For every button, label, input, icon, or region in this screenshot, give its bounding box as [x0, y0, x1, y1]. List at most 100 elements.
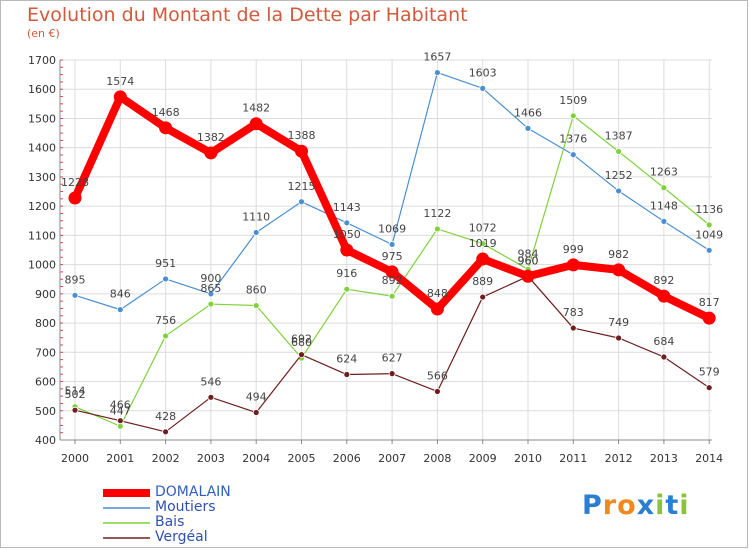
data-point [660, 353, 668, 361]
y-tick-label: 400 [35, 434, 56, 447]
data-point [612, 263, 626, 277]
y-tick-label: 1000 [28, 259, 56, 272]
data-label: 999 [563, 243, 584, 256]
data-point [705, 384, 713, 392]
data-point [479, 240, 487, 247]
data-label: 1228 [61, 176, 89, 189]
data-label: 624 [336, 353, 357, 366]
y-tick-label: 700 [35, 346, 56, 359]
data-point [249, 117, 263, 131]
data-label: 627 [382, 352, 403, 365]
data-point [298, 198, 305, 206]
data-label: 1468 [152, 106, 180, 119]
data-point [116, 417, 124, 425]
data-point [521, 269, 535, 283]
data-point [71, 291, 79, 299]
data-point [657, 289, 671, 303]
data-label: 900 [200, 272, 221, 285]
y-tick-label: 1300 [28, 171, 56, 184]
data-label: 1376 [559, 133, 587, 146]
data-point [430, 302, 444, 316]
data-point [385, 265, 399, 279]
data-label: 494 [246, 391, 267, 404]
y-tick-label: 900 [35, 288, 56, 301]
data-point [615, 334, 622, 342]
data-point [433, 388, 441, 395]
data-label: 1122 [423, 207, 451, 220]
x-tick-label: 2001 [106, 452, 134, 465]
data-label: 1050 [333, 228, 361, 241]
data-label: 984 [518, 247, 539, 260]
logo-letter: i [679, 490, 690, 521]
data-label: 783 [563, 306, 584, 319]
data-label: 502 [65, 388, 86, 401]
data-point [68, 191, 82, 205]
data-label: 680 [291, 336, 312, 349]
data-label: 960 [518, 254, 539, 267]
data-label: 1252 [605, 169, 633, 182]
data-point [660, 184, 668, 192]
data-label: 514 [65, 385, 86, 398]
data-point [388, 241, 396, 248]
data-point [705, 246, 713, 254]
y-tick-label: 1600 [28, 83, 56, 96]
data-label: 817 [699, 296, 720, 309]
data-point [343, 219, 351, 227]
data-label: 684 [653, 335, 674, 348]
data-point [113, 90, 127, 104]
chart-subtitle: (en €) [27, 27, 60, 40]
data-label: 749 [608, 316, 629, 329]
data-point [705, 221, 713, 229]
x-tick-label: 2005 [288, 452, 316, 465]
data-point [162, 428, 170, 436]
data-label: 1466 [514, 106, 542, 119]
data-label: 692 [291, 333, 312, 346]
x-tick-label: 2002 [152, 452, 180, 465]
x-tick-label: 2006 [333, 452, 361, 465]
data-label: 848 [427, 287, 448, 300]
data-label: 960 [518, 254, 539, 267]
data-label: 1387 [605, 129, 633, 142]
data-point [569, 112, 577, 120]
data-point [479, 84, 487, 92]
data-label: 982 [608, 248, 629, 261]
y-tick-label: 1200 [28, 200, 56, 213]
data-point [388, 292, 396, 300]
data-point [204, 146, 218, 160]
y-tick-label: 1400 [28, 142, 56, 155]
proxiti-logo: Proxiti [582, 490, 690, 521]
data-label: 566 [427, 369, 448, 382]
data-point [252, 302, 260, 309]
data-point [566, 258, 580, 272]
data-label: 1215 [288, 180, 316, 193]
data-point [159, 121, 173, 135]
logo-letter: t [665, 490, 680, 521]
data-label: 975 [382, 250, 403, 263]
data-label: 951 [155, 257, 176, 270]
data-point [615, 187, 622, 195]
data-point [388, 370, 396, 378]
data-point [343, 371, 351, 378]
data-point [476, 252, 490, 266]
x-tick-label: 2007 [378, 452, 406, 465]
data-label: 860 [246, 284, 267, 297]
data-label: 1019 [469, 237, 497, 250]
data-point [702, 311, 716, 325]
x-tick-label: 2003 [197, 452, 225, 465]
y-tick-label: 600 [35, 376, 56, 389]
data-label: 1136 [695, 203, 723, 216]
y-tick-label: 500 [35, 405, 56, 418]
logo-letter: i [655, 490, 666, 521]
logo-letter: x [636, 490, 656, 521]
legend-label-moutiers: Moutiers [155, 499, 216, 515]
data-point [207, 300, 215, 308]
data-label: 579 [699, 366, 720, 379]
x-tick-label: 2008 [423, 452, 451, 465]
data-label: 865 [200, 282, 221, 295]
data-label: 889 [472, 275, 493, 288]
data-label: 1574 [106, 75, 134, 88]
data-label: 447 [110, 404, 131, 417]
data-label: 1069 [378, 222, 406, 235]
data-point [252, 409, 260, 416]
